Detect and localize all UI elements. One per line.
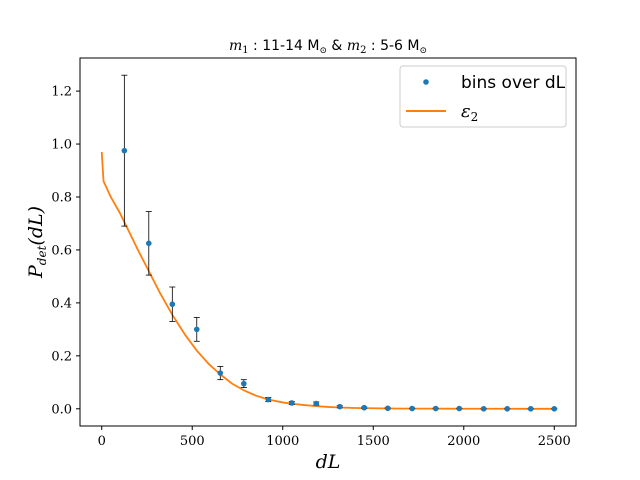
y-tick-label: 0.0 <box>51 402 72 417</box>
x-tick-label: 0 <box>98 434 106 449</box>
data-point <box>456 405 463 412</box>
data-point <box>480 405 487 412</box>
series-line <box>100 151 555 410</box>
data-point <box>313 400 320 407</box>
legend: bins over dL ε2 <box>399 65 567 128</box>
data-point <box>551 405 558 412</box>
series-epsilon-2 <box>100 151 555 410</box>
legend-label-bins: bins over dL <box>461 73 566 93</box>
data-point <box>361 404 368 411</box>
data-point <box>169 301 176 308</box>
chart-title: m1 : 11-14 M⊙ & m2 : 5-6 M⊙ <box>229 38 427 56</box>
data-point <box>265 396 272 403</box>
x-tick-label: 500 <box>180 434 205 449</box>
plot-area <box>79 57 577 427</box>
x-axis-label: dL <box>316 451 341 473</box>
y-tick-label: 0.2 <box>51 349 72 364</box>
y-tick-label: 0.6 <box>51 243 72 258</box>
legend-label-epsilon: ε2 <box>461 101 478 124</box>
data-point <box>193 326 200 333</box>
y-tick-label: 0.4 <box>51 296 72 311</box>
data-point <box>409 405 415 412</box>
y-tick-label: 0.8 <box>51 190 72 205</box>
series-bins-over-dl <box>121 74 558 412</box>
data-point <box>288 400 295 406</box>
data-point <box>432 405 439 412</box>
data-point <box>217 370 224 376</box>
legend-marker-bins <box>423 79 429 85</box>
data-point <box>145 240 152 247</box>
x-tick-label: 2500 <box>538 434 571 449</box>
data-point <box>121 147 128 154</box>
data-point <box>384 405 391 412</box>
y-axis-label: Pdet(dL) <box>25 206 49 279</box>
axis-ticks: 0 500 1000 1500 2000 2500 0.0 0.2 0.4 0.6 0.8 1.0 1.… <box>51 85 571 449</box>
data-point <box>241 380 247 387</box>
y-tick-label: 1.2 <box>51 85 72 100</box>
data-point <box>504 405 511 412</box>
data-point <box>527 405 534 412</box>
x-tick-label: 2000 <box>447 434 480 449</box>
y-tick-label: 1.0 <box>51 138 72 153</box>
x-tick-label: 1500 <box>357 434 390 449</box>
data-point <box>336 403 343 410</box>
x-tick-label: 1000 <box>266 434 299 449</box>
